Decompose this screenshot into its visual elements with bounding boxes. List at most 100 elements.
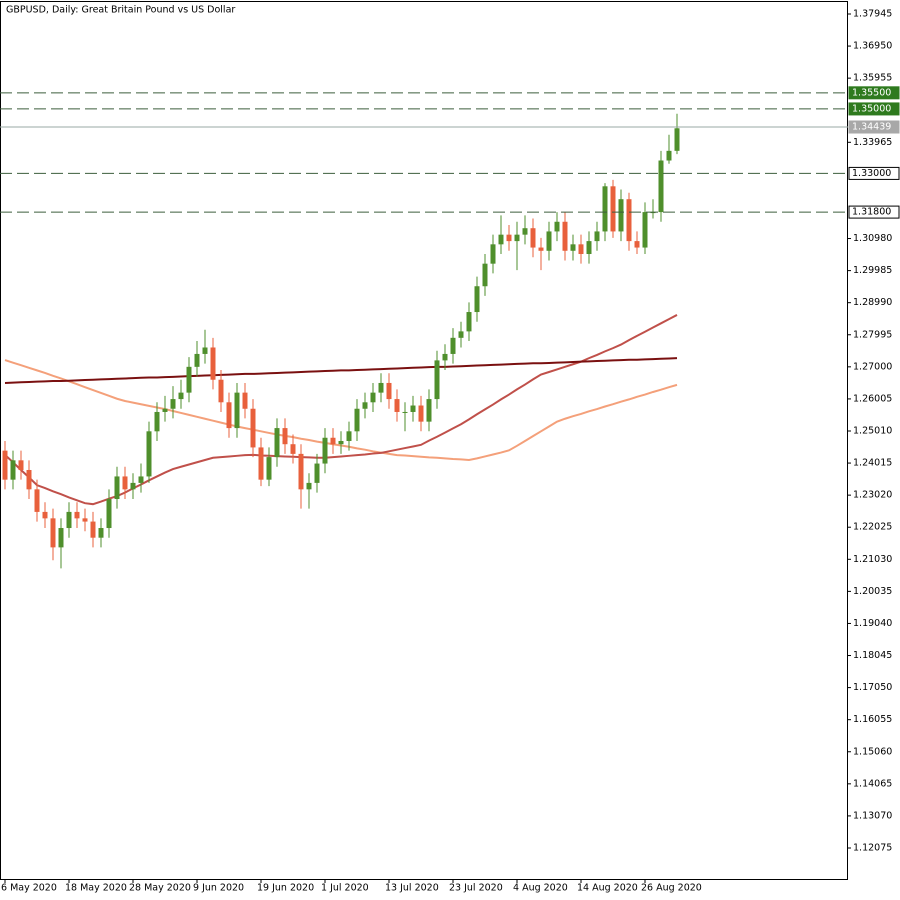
price-level-label: 1.35000	[852, 103, 891, 114]
candle-body	[346, 431, 352, 441]
price-level-label-box	[848, 102, 900, 116]
candle-body	[426, 399, 432, 422]
candle-body	[370, 392, 376, 403]
y-tick-label: 1.28990	[853, 297, 892, 308]
candle-body	[122, 476, 128, 490]
y-tick-label: 1.26005	[853, 393, 892, 404]
price-level-label: 1.34439	[852, 122, 891, 133]
x-tick-label: 18 May 2020	[65, 883, 127, 894]
candle-body	[210, 347, 216, 380]
y-tick-label: 1.27000	[853, 361, 892, 372]
x-tick-label: 28 May 2020	[129, 883, 191, 894]
candle-body	[594, 231, 600, 242]
candle-body	[130, 482, 136, 490]
candle-body	[218, 379, 224, 403]
candle-body	[642, 212, 648, 248]
candle-body	[538, 247, 544, 251]
candle-body	[274, 428, 280, 458]
y-tick-label: 1.14065	[853, 778, 892, 789]
candle-body	[146, 431, 152, 477]
candle-body	[282, 428, 288, 445]
candle-body	[442, 353, 448, 361]
candle-body	[90, 521, 96, 538]
candle-body	[186, 366, 192, 393]
candle-body	[338, 440, 344, 445]
y-tick-label: 1.19040	[853, 618, 892, 629]
candle-body	[666, 150, 672, 161]
candle-body	[498, 234, 504, 245]
candle-body	[138, 476, 144, 483]
candle-body	[658, 160, 664, 213]
candle-body	[266, 457, 272, 480]
x-tick-label: 1 Jul 2020	[321, 883, 369, 894]
candle-body	[674, 128, 680, 151]
candle-body	[626, 199, 632, 242]
y-tick-label: 1.25010	[853, 425, 892, 436]
y-tick-label: 1.22025	[853, 522, 892, 533]
candle-body	[42, 511, 48, 519]
candle-body	[434, 360, 440, 400]
candle-body	[546, 231, 552, 251]
y-tick-label: 1.12075	[853, 842, 892, 853]
y-tick-label: 1.17050	[853, 682, 892, 693]
candle-body	[514, 234, 520, 242]
candle-body	[562, 221, 568, 251]
y-tick-label: 1.30980	[853, 233, 892, 244]
candle-body	[258, 447, 264, 480]
candle-body	[410, 405, 416, 412]
x-tick-label: 14 Aug 2020	[577, 883, 638, 894]
candle-body	[106, 499, 112, 529]
y-tick-label: 1.37945	[853, 8, 892, 19]
x-tick-label: 4 Aug 2020	[513, 883, 568, 894]
candle-body	[154, 411, 160, 432]
y-tick-label: 1.29985	[853, 265, 892, 276]
chart-title: GBPUSD, Daily: Great Britain Pound vs US…	[6, 5, 235, 16]
candle-body	[82, 518, 88, 522]
candle-body	[306, 482, 312, 490]
candle-body	[450, 337, 456, 354]
candle-body	[58, 528, 64, 548]
candle-body	[618, 199, 624, 232]
x-tick-label: 26 Aug 2020	[641, 883, 702, 894]
candle-body	[554, 221, 560, 232]
y-tick-label: 1.15060	[853, 746, 892, 757]
price-level-label-box	[848, 166, 900, 180]
y-tick-label: 1.21030	[853, 554, 892, 565]
y-tick-label: 1.36950	[853, 41, 892, 52]
candle-body	[194, 353, 200, 367]
y-tick-label: 1.33965	[853, 137, 892, 148]
candle-body	[522, 228, 528, 235]
candle-body	[570, 244, 576, 251]
moving-average-line	[4, 357, 678, 384]
x-tick-label: 13 Jul 2020	[385, 883, 439, 894]
candle-body	[402, 411, 408, 413]
candle-body	[362, 402, 368, 409]
candle-body	[530, 228, 536, 248]
plot-frame	[0, 1, 848, 880]
x-tick-label: 6 May 2020	[1, 883, 57, 894]
candle-body	[10, 460, 16, 480]
candle-body	[322, 437, 328, 464]
candle-body	[242, 392, 248, 409]
candle-body	[226, 402, 232, 429]
y-tick-label: 1.16055	[853, 714, 892, 725]
y-tick-label: 1.35955	[853, 73, 892, 84]
candle-body	[314, 463, 320, 483]
candle-body	[386, 382, 392, 400]
price-level-label-box	[848, 205, 900, 219]
y-tick-label: 1.20035	[853, 586, 892, 597]
candle-body	[482, 263, 488, 287]
candle-body	[506, 234, 512, 242]
candle-body	[18, 460, 24, 470]
x-tick-label: 23 Jul 2020	[449, 883, 503, 894]
candle-body	[170, 399, 176, 409]
candle-body	[234, 392, 240, 429]
y-tick-label: 1.18045	[853, 650, 892, 661]
candle-body	[610, 186, 616, 232]
price-level-label-box	[848, 86, 900, 100]
candle-body	[634, 241, 640, 248]
price-level-label-box	[848, 120, 900, 134]
candle-body	[66, 511, 72, 529]
candle-body	[602, 186, 608, 232]
candle-body	[354, 408, 360, 432]
